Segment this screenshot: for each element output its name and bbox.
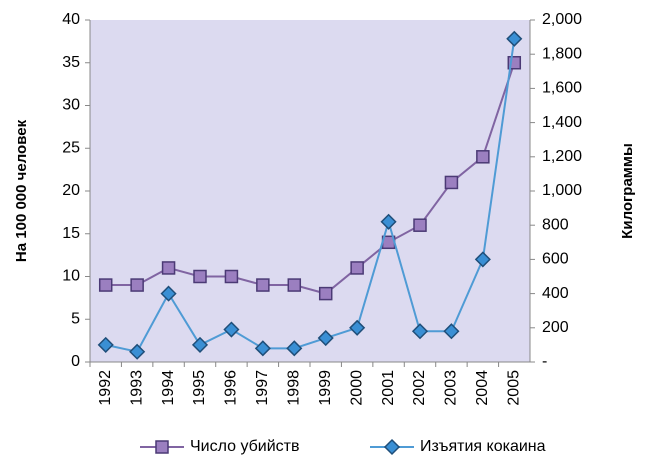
data-point: [254, 340, 271, 357]
x-tick-label: 2004: [474, 370, 491, 406]
data-point: [444, 175, 459, 190]
y-tick-label: 0: [71, 353, 80, 370]
data-point: [129, 343, 146, 360]
y2-tick-label: 1,600: [542, 80, 582, 97]
x-tick-label: 1993: [128, 370, 145, 406]
y-tick-label: 40: [62, 11, 80, 28]
x-tick-label: 1996: [223, 370, 240, 406]
data-point: [160, 285, 177, 302]
x-tick-label: 1992: [97, 370, 114, 406]
x-tick-label: 2002: [411, 370, 428, 406]
legend-label: Изъятия кокаина: [420, 438, 546, 455]
y2-axis-label: Килограммы: [619, 143, 636, 239]
y-tick-label: 35: [62, 54, 80, 71]
y-tick-label: 20: [62, 182, 80, 199]
y-tick-label: 10: [62, 268, 80, 285]
data-point: [193, 269, 207, 284]
x-tick-label: 2001: [380, 370, 397, 406]
data-point: [318, 286, 333, 301]
data-point: [256, 278, 270, 292]
x-tick-label: 1994: [160, 370, 177, 406]
y2-tick-label: 800: [542, 216, 569, 233]
y-axis-label: На 100 000 человек: [13, 119, 30, 262]
data-point: [130, 278, 144, 292]
plot-area: [90, 20, 530, 362]
data-point: [443, 323, 460, 340]
x-tick-label: 1998: [286, 370, 303, 406]
data-point: [413, 218, 427, 232]
data-point: [286, 340, 303, 357]
y2-tick-label: 400: [542, 285, 569, 302]
data-point: [97, 336, 114, 353]
data-point: [476, 150, 490, 164]
y2-tick-label: 200: [542, 319, 569, 336]
data-point: [411, 323, 429, 340]
y-tick-label: 5: [71, 310, 80, 327]
y2-tick-label: 1,200: [542, 148, 582, 165]
data-point: [506, 30, 523, 47]
data-point: [191, 336, 209, 353]
data-point: [380, 213, 397, 230]
y2-tick-label: 600: [542, 251, 569, 268]
y2-tick-label: 1,800: [542, 45, 582, 62]
y-tick-label: 25: [62, 139, 80, 156]
x-tick-label: 2000: [348, 370, 365, 406]
data-point: [223, 321, 240, 338]
legend-marker: [155, 440, 169, 454]
y2-tick-label: 1,400: [542, 114, 582, 131]
data-point: [287, 278, 302, 292]
data-point: [224, 269, 239, 284]
data-point: [350, 261, 364, 275]
y-tick-label: 15: [62, 225, 80, 242]
y-tick-label: 30: [62, 97, 80, 114]
x-tick-label: 1999: [317, 370, 334, 406]
x-tick-label: 1997: [254, 370, 271, 406]
y2-tick-label: -: [542, 353, 547, 370]
data-point: [98, 278, 113, 292]
y2-tick-label: 2,000: [542, 11, 582, 28]
data-point: [161, 261, 176, 275]
legend-marker: [383, 438, 401, 456]
x-tick-label: 2003: [443, 370, 460, 406]
data-point: [317, 329, 334, 347]
legend-label: Число убийств: [190, 438, 300, 455]
data-point: [474, 251, 491, 268]
y2-tick-label: 1,000: [542, 182, 582, 199]
x-tick-label: 1995: [191, 370, 208, 406]
data-point: [349, 319, 366, 336]
x-tick-label: 2005: [506, 370, 523, 406]
